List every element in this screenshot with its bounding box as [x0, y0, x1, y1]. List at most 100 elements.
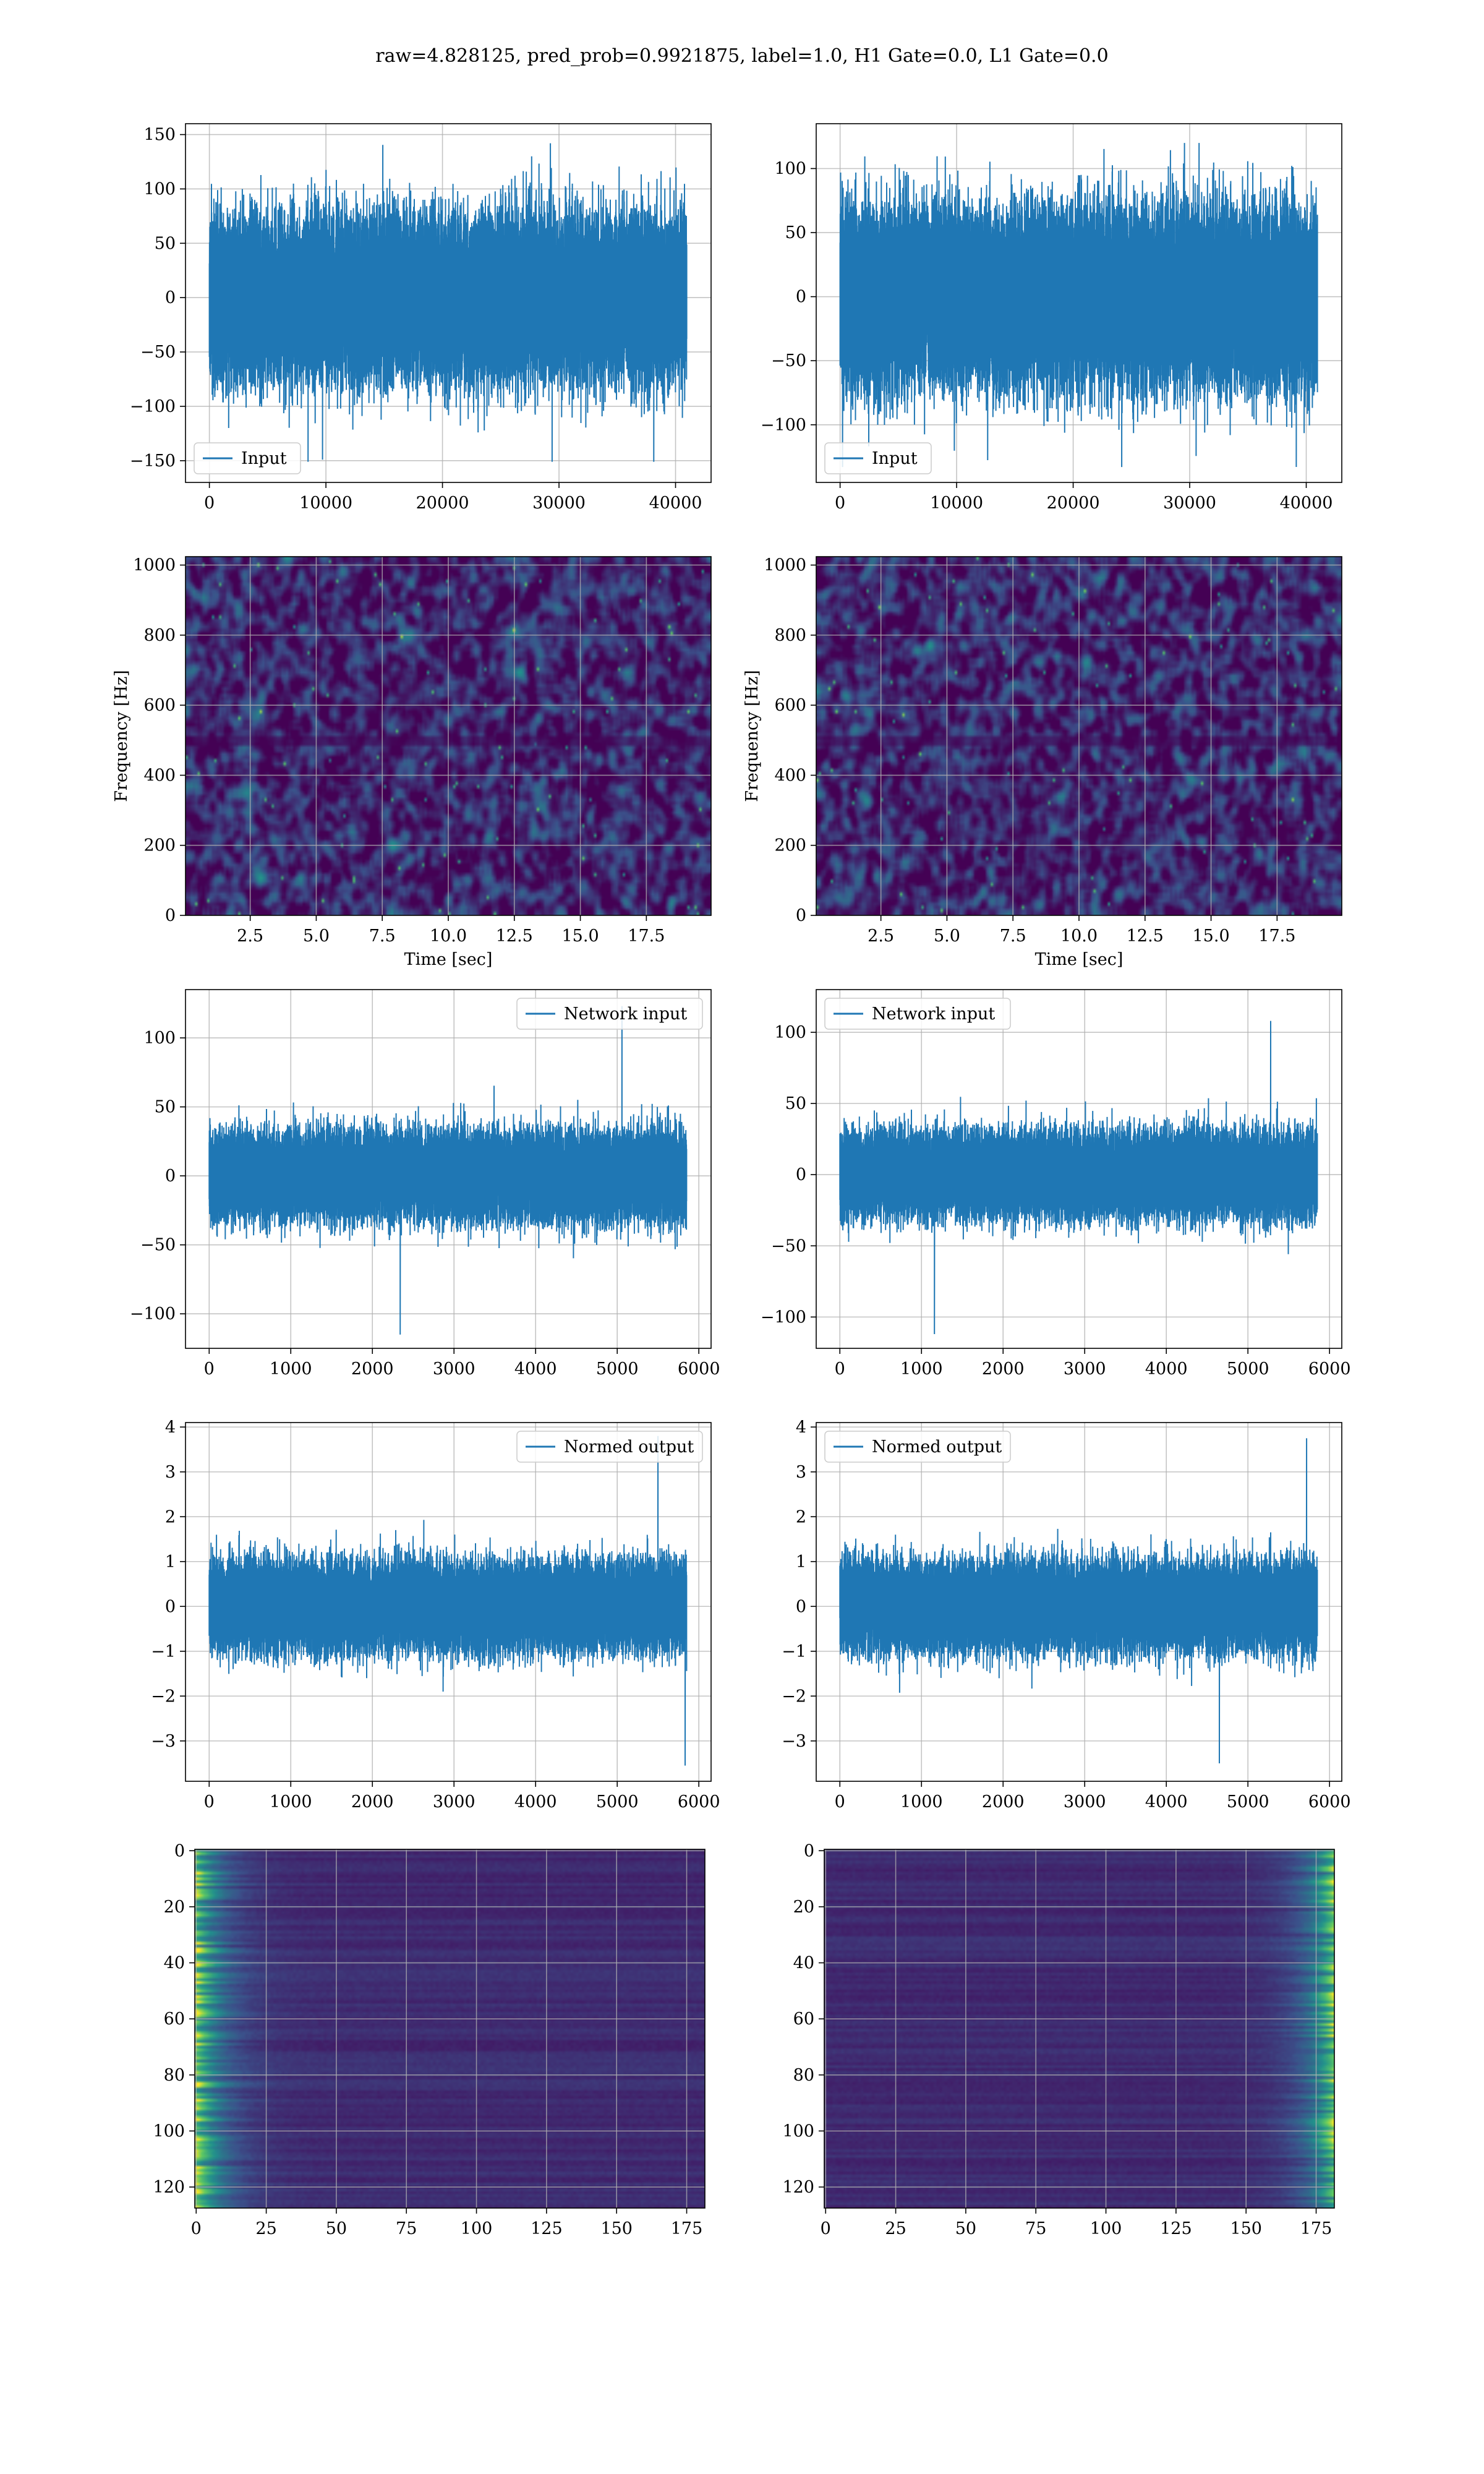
h1-normed-output-panel: 0 1000 2000 3000 4000 5000 6000 −3 −2 −1 0 1 2 3 4 Norm… [151, 1418, 720, 1812]
series-line-input [208, 143, 688, 462]
x-tick-label: 6000 [678, 1359, 720, 1379]
x-tick-label: 4000 [1145, 1792, 1188, 1812]
x-tick-label: 1000 [900, 1359, 943, 1379]
x-tick-label: 2000 [982, 1792, 1025, 1812]
x-tick-label: 10.0 [1060, 927, 1098, 946]
series-line-network-input [208, 1006, 688, 1335]
axes-frame [824, 1849, 1335, 2209]
x-tick-label: 17.5 [1258, 927, 1295, 946]
y-tick-label: 2 [796, 1507, 806, 1526]
x-tick-label: 2.5 [868, 927, 894, 946]
x-tick-label: 5000 [596, 1359, 639, 1379]
x-tick-label: 40000 [1280, 494, 1333, 513]
l1-input-panel: 0 10000 20000 30000 40000 −100 −50 0 50 100 Input [761, 123, 1342, 513]
x-tick-label: 3000 [1064, 1792, 1106, 1812]
x-tick-label: 100 [461, 2219, 493, 2238]
x-tick-label: 125 [1160, 2219, 1192, 2238]
x-tick-label: 0 [821, 2219, 831, 2238]
series-line-normed-output [839, 1438, 1318, 1764]
x-tick-label: 1000 [270, 1792, 312, 1812]
x-tick-label: 50 [326, 2219, 347, 2238]
series-line-network-input [839, 1021, 1318, 1335]
h1-spectrogram-panel: 2.5 5.0 7.5 10.0 12.5 15.0 17.5 0 200 400 600 800 10… [112, 556, 712, 969]
y-tick-label: 200 [143, 836, 176, 855]
x-tick-label: 3000 [433, 1359, 475, 1379]
x-tick-label: 0 [191, 2219, 202, 2238]
x-tick-label: 4000 [1145, 1359, 1188, 1379]
x-tick-label: 10000 [299, 494, 352, 513]
y-tick-label: −100 [130, 397, 176, 416]
legend-label: Normed output [872, 1437, 1002, 1457]
y-tick-label: 0 [165, 288, 176, 307]
legend: Normed output [824, 1431, 1011, 1463]
x-tick-label: 6000 [1308, 1792, 1351, 1812]
x-tick-label: 15.0 [1193, 927, 1230, 946]
x-tick-label: 5.0 [934, 927, 960, 946]
y-tick-label: 0 [174, 1841, 185, 1860]
axes-frame [185, 1422, 712, 1782]
x-tick-label: 5000 [1227, 1359, 1269, 1379]
y-tick-label: −100 [761, 416, 806, 435]
legend-box [516, 998, 703, 1030]
y-tick-label: 150 [143, 126, 176, 145]
legend-label: Input [241, 449, 287, 468]
y-tick-label: 1000 [764, 556, 806, 575]
legend-label: Input [872, 449, 918, 468]
x-tick-label: 3000 [1064, 1359, 1106, 1379]
heatmap-image [824, 1849, 1334, 2208]
grid-lines [186, 557, 711, 916]
y-tick-label: 100 [143, 1029, 176, 1048]
axes-frame [816, 123, 1342, 483]
y-tick-label: −50 [771, 1236, 806, 1256]
y-tick-label: −3 [151, 1732, 176, 1751]
legend: Network input [516, 998, 703, 1030]
x-tick-label: 75 [1025, 2219, 1046, 2238]
grid-lines [824, 1849, 1334, 2208]
y-tick-label: 0 [796, 1597, 806, 1616]
legend-box [824, 998, 1011, 1030]
y-axis-label: Frequency [Hz] [112, 670, 131, 802]
y-tick-label: 40 [164, 1954, 185, 1973]
y-tick-label: 4 [796, 1418, 806, 1437]
x-tick-label: 1000 [270, 1359, 312, 1379]
y-tick-label: 0 [165, 1166, 176, 1186]
x-tick-label: 20000 [416, 494, 469, 513]
y-tick-label: 80 [793, 2066, 814, 2085]
y-tick-label: 100 [774, 160, 806, 179]
x-tick-label: 15.0 [562, 927, 599, 946]
y-tick-label: 200 [774, 836, 806, 855]
x-tick-label: 4000 [514, 1792, 557, 1812]
x-tick-label: 2000 [982, 1359, 1025, 1379]
legend-box [824, 442, 932, 474]
y-tick-label: 100 [782, 2121, 814, 2141]
l1-network-input-panel: 0 1000 2000 3000 4000 5000 6000 −100 −50 0 50 100 Ne… [761, 989, 1351, 1379]
legend-label: Network input [872, 1004, 995, 1024]
x-tick-label: 6000 [1308, 1359, 1351, 1379]
x-tick-label: 3000 [433, 1792, 475, 1812]
legend: Network input [824, 998, 1011, 1030]
x-tick-label: 7.5 [369, 927, 396, 946]
y-tick-label: −1 [151, 1642, 176, 1661]
x-tick-label: 12.5 [1127, 927, 1164, 946]
figure-title: raw=4.828125, pred_prob=0.9921875, label… [375, 45, 1108, 67]
y-tick-label: 60 [164, 2010, 185, 2029]
y-tick-label: 0 [796, 1165, 806, 1184]
grid-lines [195, 1849, 705, 2208]
y-tick-label: −2 [151, 1687, 176, 1706]
y-tick-label: 400 [143, 766, 176, 785]
legend: Input [824, 442, 932, 474]
series-line-input [839, 143, 1318, 468]
axes-frame [816, 1422, 1342, 1782]
x-tick-label: 150 [1230, 2219, 1262, 2238]
y-tick-label: 40 [793, 1954, 814, 1973]
y-tick-label: −2 [782, 1687, 806, 1706]
y-tick-label: 20 [793, 1898, 814, 1917]
legend-label: Network input [564, 1004, 687, 1024]
y-tick-label: 100 [153, 2121, 185, 2141]
heatmap-image [195, 1849, 705, 2208]
y-tick-label: 100 [143, 179, 176, 199]
axes-frame [194, 1849, 706, 2209]
axes-frame [185, 989, 712, 1349]
y-tick-label: 0 [804, 1841, 814, 1860]
